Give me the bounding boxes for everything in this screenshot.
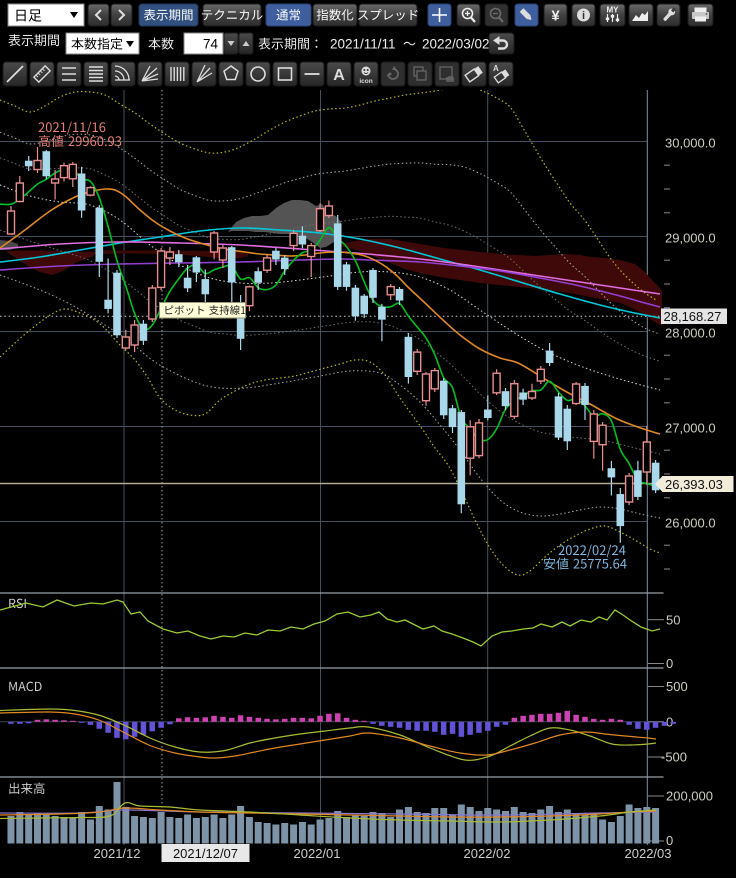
svg-text:icon: icon [359, 78, 372, 85]
svg-text:28,168.27: 28,168.27 [664, 309, 722, 324]
svg-text:0: 0 [666, 714, 673, 729]
svg-text:29,000.0: 29,000.0 [665, 231, 716, 246]
svg-text:74: 74 [203, 37, 219, 52]
svg-text:i: i [582, 10, 585, 22]
svg-text:200,000: 200,000 [666, 789, 713, 804]
svg-text:2022/03: 2022/03 [625, 846, 672, 861]
svg-text:2022/01: 2022/01 [294, 846, 341, 861]
svg-text:2021/12/07: 2021/12/07 [173, 846, 238, 861]
svg-text:2022/03/02: 2022/03/02 [422, 37, 490, 52]
svg-text:0: 0 [666, 833, 673, 848]
svg-text:0: 0 [666, 656, 673, 671]
svg-text:30,000.0: 30,000.0 [665, 136, 716, 151]
svg-text:A: A [493, 64, 499, 73]
svg-text:26,000.0: 26,000.0 [665, 516, 716, 531]
svg-text:28,000.0: 28,000.0 [665, 326, 716, 341]
svg-text:500: 500 [666, 679, 688, 694]
svg-text:A: A [333, 67, 345, 84]
svg-text:¥: ¥ [551, 8, 560, 25]
svg-text:50: 50 [666, 613, 680, 628]
svg-text:26,393.03: 26,393.03 [665, 477, 723, 492]
svg-text:-500: -500 [661, 750, 687, 765]
svg-text:27,000.0: 27,000.0 [665, 421, 716, 436]
svg-text:2021/12: 2021/12 [94, 846, 141, 861]
svg-text:MY: MY [607, 6, 620, 15]
svg-text:2021/11/11: 2021/11/11 [330, 37, 396, 52]
svg-text:2022/02: 2022/02 [464, 846, 511, 861]
